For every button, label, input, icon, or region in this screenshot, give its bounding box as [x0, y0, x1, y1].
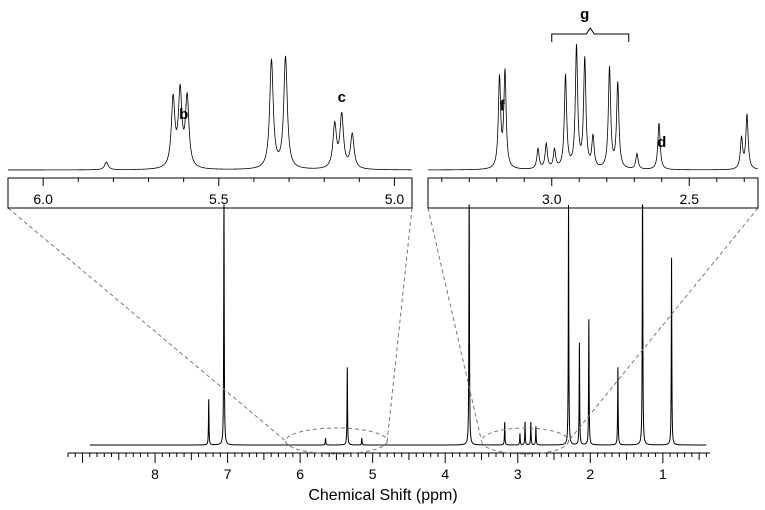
main-x-tick-label: 3 — [514, 466, 522, 482]
main-x-axis-title: Chemical Shift (ppm) — [308, 487, 457, 504]
peak-label: b — [179, 106, 188, 123]
inset-tick-label: 5.0 — [385, 191, 405, 207]
peak-label: f — [500, 97, 506, 114]
inset-tick-label: 2.5 — [680, 191, 700, 207]
highlight-region-ellipse — [285, 427, 388, 455]
zoom-guide-line — [386, 207, 413, 442]
peak-label: c — [338, 89, 346, 106]
inset-left-panel: 6.0 5.5 5.0 bc — [7, 55, 413, 209]
main-spectrum-trace — [89, 204, 707, 446]
main-x-axis-ticks — [67, 453, 707, 463]
peak-group-bracket — [551, 27, 630, 42]
inset-left-tick-labels: 6.0 5.5 5.0 — [33, 191, 404, 207]
inset-left-trace — [8, 55, 412, 171]
highlight-region-ellipse — [480, 427, 570, 455]
bracket-g — [551, 27, 630, 42]
peak-label: d — [657, 134, 666, 151]
main-x-tick-label: 5 — [369, 466, 377, 482]
inset-right-panel: 3.0 2.5 f g d — [427, 6, 759, 209]
inset-left-annotations: bc — [179, 89, 346, 123]
main-x-tick-label: 7 — [224, 466, 232, 482]
zoom-guide-lines — [7, 207, 759, 442]
inset-left-axis-frame — [7, 177, 413, 209]
zoom-guide-line — [7, 207, 286, 442]
inset-right-tick-labels: 3.0 2.5 — [542, 191, 699, 207]
main-x-tick-label: 2 — [586, 466, 594, 482]
main-x-tick-label: 6 — [296, 466, 304, 482]
inset-right-annotations: f g d — [500, 6, 667, 151]
inset-right-trace — [428, 43, 759, 171]
inset-tick-label: 6.0 — [33, 191, 53, 207]
inset-tick-label: 3.0 — [542, 191, 562, 207]
peak-label: g — [580, 6, 589, 23]
inset-right-ticks — [441, 178, 745, 186]
main-x-tick-label: 1 — [659, 466, 667, 482]
zoom-guide-line — [427, 207, 482, 442]
main-x-tick-label: 8 — [151, 466, 159, 482]
main-x-axis-tick-labels: 8 7 6 5 4 3 2 1 — [151, 466, 667, 482]
inset-left-ticks — [7, 178, 395, 186]
zoom-guide-line — [568, 207, 759, 442]
inset-right-axis-frame — [427, 177, 759, 209]
main-spectrum-panel: 8 7 6 5 4 3 2 1 Chemical Shift (ppm) — [7, 204, 759, 504]
inset-tick-label: 5.5 — [209, 191, 229, 207]
main-x-tick-label: 4 — [441, 466, 449, 482]
